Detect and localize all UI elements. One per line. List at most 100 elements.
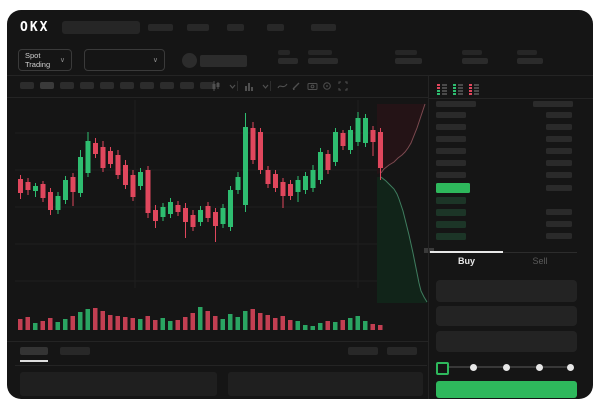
bid-row-4-size (546, 233, 572, 239)
ask-row-5-size (546, 160, 572, 166)
chart-bottom-divider (7, 341, 428, 342)
bid-row-2-price[interactable] (436, 209, 466, 216)
amount-input[interactable] (436, 306, 577, 326)
ask-row-6-size (546, 172, 572, 178)
chevron-down-icon[interactable] (259, 80, 271, 92)
stat-5-label (517, 50, 537, 55)
timeframe-4[interactable] (80, 82, 94, 89)
price-input[interactable] (436, 280, 577, 302)
ask-row-3-size (546, 136, 572, 142)
app-window: OKX Spot Trading ∨ ∨ (7, 10, 593, 399)
amount-slider-handle[interactable] (436, 362, 449, 375)
market-type-dropdown[interactable]: Spot Trading ∨ (18, 49, 72, 71)
slider-stop-50[interactable] (503, 364, 510, 371)
timeframe-9[interactable] (180, 82, 194, 89)
camera-icon[interactable] (306, 80, 318, 92)
slider-stop-75[interactable] (536, 364, 543, 371)
draw-icon[interactable] (290, 80, 302, 92)
timeframe-1[interactable] (20, 82, 34, 89)
search-input[interactable] (62, 21, 140, 34)
indicators-icon[interactable] (243, 80, 255, 92)
timeframe-5[interactable] (100, 82, 114, 89)
panel-divider (428, 76, 429, 399)
sell-tab-indicator (503, 252, 577, 253)
toolbar-separator-1 (237, 81, 238, 91)
bottom-divider (15, 365, 427, 366)
pair-selector-dropdown[interactable]: ∨ (84, 49, 165, 71)
stat-3-value (395, 58, 422, 64)
ask-row-2-price[interactable] (436, 124, 466, 130)
nav-item-4[interactable] (267, 24, 284, 31)
timeframe-7[interactable] (140, 82, 154, 89)
book-asks-icon[interactable] (468, 82, 480, 95)
line-icon[interactable] (276, 80, 288, 92)
book-combined-icon[interactable] (436, 82, 448, 95)
header-divider (7, 75, 593, 76)
nav-item-5[interactable] (311, 24, 336, 31)
last-price-size (546, 185, 572, 191)
tab-buy[interactable]: Buy (457, 256, 475, 266)
stat-5-value (517, 58, 543, 64)
chevron-down-icon: ∨ (152, 56, 158, 64)
buy-button[interactable] (436, 381, 577, 398)
bottom-panel-right (228, 372, 423, 396)
orderbook-divider (429, 98, 593, 99)
total-input[interactable] (436, 331, 577, 352)
bottom-panel-left (20, 372, 217, 396)
stat-2-label (308, 50, 332, 55)
ask-row-1-size (546, 112, 572, 118)
stat-2-value (308, 58, 338, 64)
stat-1-value (278, 58, 298, 64)
stat-3-label (395, 50, 417, 55)
bid-row-1-price[interactable] (436, 197, 466, 204)
orderbook-header-right (533, 101, 573, 107)
bottom-link-2[interactable] (387, 347, 417, 355)
tab-sell[interactable]: Sell (532, 256, 548, 266)
toolbar-divider (7, 97, 428, 98)
stat-4-label (462, 50, 482, 55)
pair-name-placeholder (200, 55, 247, 67)
ask-row-1-price[interactable] (436, 112, 466, 118)
ask-row-2-size (546, 124, 572, 130)
market-type-label: Spot Trading (25, 51, 51, 69)
timeframe-2[interactable] (40, 82, 54, 89)
okx-logo[interactable]: OKX (20, 20, 50, 35)
fullscreen-icon[interactable] (337, 80, 349, 92)
timeframe-8[interactable] (160, 82, 174, 89)
book-bids-icon[interactable] (452, 82, 464, 95)
bid-row-3-size (546, 221, 572, 227)
nav-item-2[interactable] (187, 24, 209, 31)
timeframe-3[interactable] (60, 82, 74, 89)
nav-item-3[interactable] (227, 24, 244, 31)
orderbook-header-left (436, 101, 476, 107)
ask-row-3-price[interactable] (436, 136, 466, 142)
timeframe-10[interactable] (200, 82, 214, 89)
ask-row-4-size (546, 148, 572, 154)
timeframe-6[interactable] (120, 82, 134, 89)
slider-stop-25[interactable] (470, 364, 477, 371)
bottom-link-1[interactable] (348, 347, 378, 355)
candlestick-icon[interactable] (210, 80, 222, 92)
ask-row-4-price[interactable] (436, 148, 466, 154)
stat-4-value (462, 58, 488, 64)
chevron-down-icon[interactable] (226, 80, 238, 92)
buy-tab-indicator (430, 251, 503, 253)
coin-avatar (182, 53, 197, 68)
bottom-tab-active[interactable] (20, 347, 48, 355)
ask-row-6-price[interactable] (436, 172, 466, 178)
bid-row-2-size (546, 209, 572, 215)
candlestick-chart[interactable] (7, 10, 593, 399)
toolbar-separator-2 (270, 81, 271, 91)
slider-stop-100[interactable] (567, 364, 574, 371)
bottom-tab-underline (20, 360, 48, 362)
last-price-badge[interactable] (436, 183, 470, 193)
ask-row-5-price[interactable] (436, 160, 466, 166)
bid-row-3-price[interactable] (436, 221, 466, 228)
reload-icon[interactable] (321, 80, 333, 92)
bid-row-4-price[interactable] (436, 233, 466, 240)
stat-1-label (278, 50, 290, 55)
nav-item-1[interactable] (148, 24, 173, 31)
chevron-down-icon: ∨ (59, 56, 65, 64)
bottom-tab-2[interactable] (60, 347, 90, 355)
